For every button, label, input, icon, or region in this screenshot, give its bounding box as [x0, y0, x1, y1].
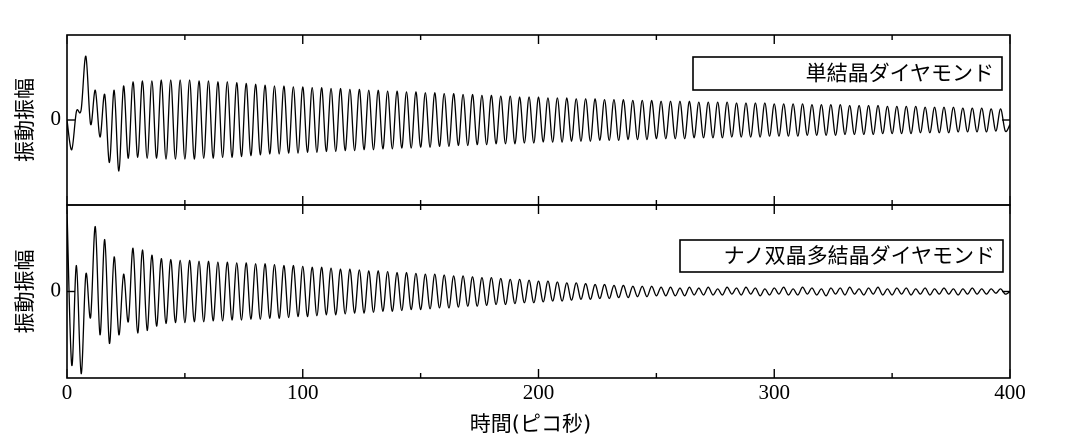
plot-area	[67, 55, 1010, 172]
legend-label: 単結晶ダイヤモンド	[806, 62, 994, 86]
legend-label: ナノ双晶多結晶ダイヤモンド	[724, 244, 995, 268]
panel-frame	[66, 204, 1011, 379]
y-tick-label: 0	[51, 277, 62, 301]
x-tick-label: 300	[759, 380, 791, 404]
waveform	[67, 209, 1010, 375]
legend-box	[679, 239, 1004, 273]
x-axis-label: 時間(ピコ秒)	[470, 412, 591, 436]
legend-box	[692, 56, 1003, 91]
plot-area	[67, 209, 1010, 375]
y-tick-label: 0	[51, 106, 62, 130]
x-tick-label: 400	[994, 380, 1026, 404]
x-tick-label: 200	[523, 380, 555, 404]
y-axis-label: 振動振幅	[13, 78, 37, 162]
x-tick-label: 100	[287, 380, 319, 404]
x-tick-label: 0	[62, 380, 73, 404]
waveform	[67, 55, 1010, 172]
y-axis-label: 振動振幅	[13, 250, 37, 334]
